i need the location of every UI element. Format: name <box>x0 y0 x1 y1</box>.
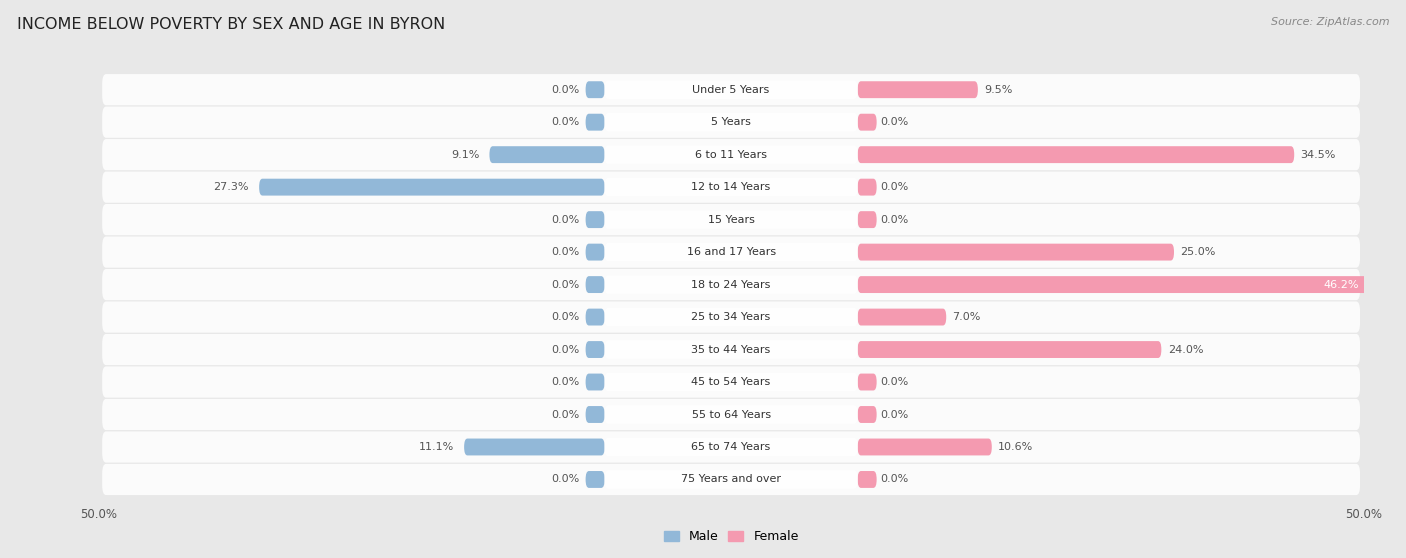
FancyBboxPatch shape <box>103 171 1360 203</box>
FancyBboxPatch shape <box>585 244 605 261</box>
FancyBboxPatch shape <box>858 406 877 423</box>
Text: 0.0%: 0.0% <box>551 474 579 484</box>
Text: 25.0%: 25.0% <box>1180 247 1216 257</box>
Text: 10.6%: 10.6% <box>998 442 1033 452</box>
Text: 75 Years and over: 75 Years and over <box>681 474 782 484</box>
Text: 7.0%: 7.0% <box>952 312 981 322</box>
FancyBboxPatch shape <box>103 367 1360 398</box>
FancyBboxPatch shape <box>858 179 877 196</box>
FancyBboxPatch shape <box>103 464 1360 495</box>
Text: 15 Years: 15 Years <box>707 215 755 225</box>
Text: 55 to 64 Years: 55 to 64 Years <box>692 410 770 420</box>
FancyBboxPatch shape <box>585 373 605 391</box>
Text: 45 to 54 Years: 45 to 54 Years <box>692 377 770 387</box>
FancyBboxPatch shape <box>605 80 858 99</box>
FancyBboxPatch shape <box>605 373 858 391</box>
FancyBboxPatch shape <box>489 146 605 163</box>
FancyBboxPatch shape <box>858 81 977 98</box>
Text: 0.0%: 0.0% <box>880 117 908 127</box>
FancyBboxPatch shape <box>605 308 858 326</box>
Legend: Male, Female: Male, Female <box>658 525 804 548</box>
Text: Under 5 Years: Under 5 Years <box>693 85 769 95</box>
FancyBboxPatch shape <box>605 470 858 489</box>
FancyBboxPatch shape <box>858 276 1406 293</box>
Text: 0.0%: 0.0% <box>880 182 908 192</box>
Text: 0.0%: 0.0% <box>880 410 908 420</box>
FancyBboxPatch shape <box>103 107 1360 138</box>
Text: 11.1%: 11.1% <box>419 442 454 452</box>
FancyBboxPatch shape <box>103 334 1360 365</box>
FancyBboxPatch shape <box>585 114 605 131</box>
FancyBboxPatch shape <box>103 139 1360 170</box>
Text: 0.0%: 0.0% <box>551 215 579 225</box>
Text: 0.0%: 0.0% <box>880 215 908 225</box>
Text: 0.0%: 0.0% <box>551 344 579 354</box>
Text: 0.0%: 0.0% <box>551 247 579 257</box>
FancyBboxPatch shape <box>858 439 991 455</box>
FancyBboxPatch shape <box>858 114 877 131</box>
Text: INCOME BELOW POVERTY BY SEX AND AGE IN BYRON: INCOME BELOW POVERTY BY SEX AND AGE IN B… <box>17 17 446 32</box>
FancyBboxPatch shape <box>259 179 605 196</box>
FancyBboxPatch shape <box>103 269 1360 300</box>
Text: 65 to 74 Years: 65 to 74 Years <box>692 442 770 452</box>
Text: 25 to 34 Years: 25 to 34 Years <box>692 312 770 322</box>
Text: 18 to 24 Years: 18 to 24 Years <box>692 280 770 290</box>
FancyBboxPatch shape <box>858 244 1174 261</box>
FancyBboxPatch shape <box>858 471 877 488</box>
FancyBboxPatch shape <box>585 406 605 423</box>
Text: 0.0%: 0.0% <box>880 377 908 387</box>
Text: 24.0%: 24.0% <box>1167 344 1204 354</box>
FancyBboxPatch shape <box>464 439 605 455</box>
Text: 0.0%: 0.0% <box>551 377 579 387</box>
FancyBboxPatch shape <box>858 146 1294 163</box>
FancyBboxPatch shape <box>585 471 605 488</box>
FancyBboxPatch shape <box>585 341 605 358</box>
FancyBboxPatch shape <box>605 113 858 131</box>
FancyBboxPatch shape <box>585 276 605 293</box>
FancyBboxPatch shape <box>585 81 605 98</box>
Text: Source: ZipAtlas.com: Source: ZipAtlas.com <box>1271 17 1389 27</box>
FancyBboxPatch shape <box>605 340 858 359</box>
FancyBboxPatch shape <box>605 146 858 163</box>
FancyBboxPatch shape <box>103 301 1360 333</box>
Text: 0.0%: 0.0% <box>551 280 579 290</box>
FancyBboxPatch shape <box>103 204 1360 235</box>
FancyBboxPatch shape <box>605 406 858 424</box>
Text: 6 to 11 Years: 6 to 11 Years <box>695 150 768 160</box>
FancyBboxPatch shape <box>103 399 1360 430</box>
FancyBboxPatch shape <box>605 178 858 196</box>
Text: 35 to 44 Years: 35 to 44 Years <box>692 344 770 354</box>
Text: 0.0%: 0.0% <box>551 85 579 95</box>
FancyBboxPatch shape <box>605 276 858 294</box>
Text: 0.0%: 0.0% <box>551 410 579 420</box>
FancyBboxPatch shape <box>858 309 946 325</box>
FancyBboxPatch shape <box>858 211 877 228</box>
Text: 34.5%: 34.5% <box>1301 150 1336 160</box>
FancyBboxPatch shape <box>858 373 877 391</box>
Text: 27.3%: 27.3% <box>214 182 249 192</box>
Text: 9.5%: 9.5% <box>984 85 1012 95</box>
FancyBboxPatch shape <box>103 237 1360 268</box>
FancyBboxPatch shape <box>605 210 858 229</box>
FancyBboxPatch shape <box>605 243 858 261</box>
Text: 0.0%: 0.0% <box>551 117 579 127</box>
Text: 0.0%: 0.0% <box>551 312 579 322</box>
Text: 5 Years: 5 Years <box>711 117 751 127</box>
FancyBboxPatch shape <box>103 74 1360 105</box>
Text: 12 to 14 Years: 12 to 14 Years <box>692 182 770 192</box>
FancyBboxPatch shape <box>585 211 605 228</box>
FancyBboxPatch shape <box>605 438 858 456</box>
FancyBboxPatch shape <box>858 341 1161 358</box>
Text: 0.0%: 0.0% <box>880 474 908 484</box>
FancyBboxPatch shape <box>103 431 1360 463</box>
Text: 46.2%: 46.2% <box>1323 280 1358 290</box>
Text: 16 and 17 Years: 16 and 17 Years <box>686 247 776 257</box>
Text: 9.1%: 9.1% <box>451 150 479 160</box>
FancyBboxPatch shape <box>585 309 605 325</box>
